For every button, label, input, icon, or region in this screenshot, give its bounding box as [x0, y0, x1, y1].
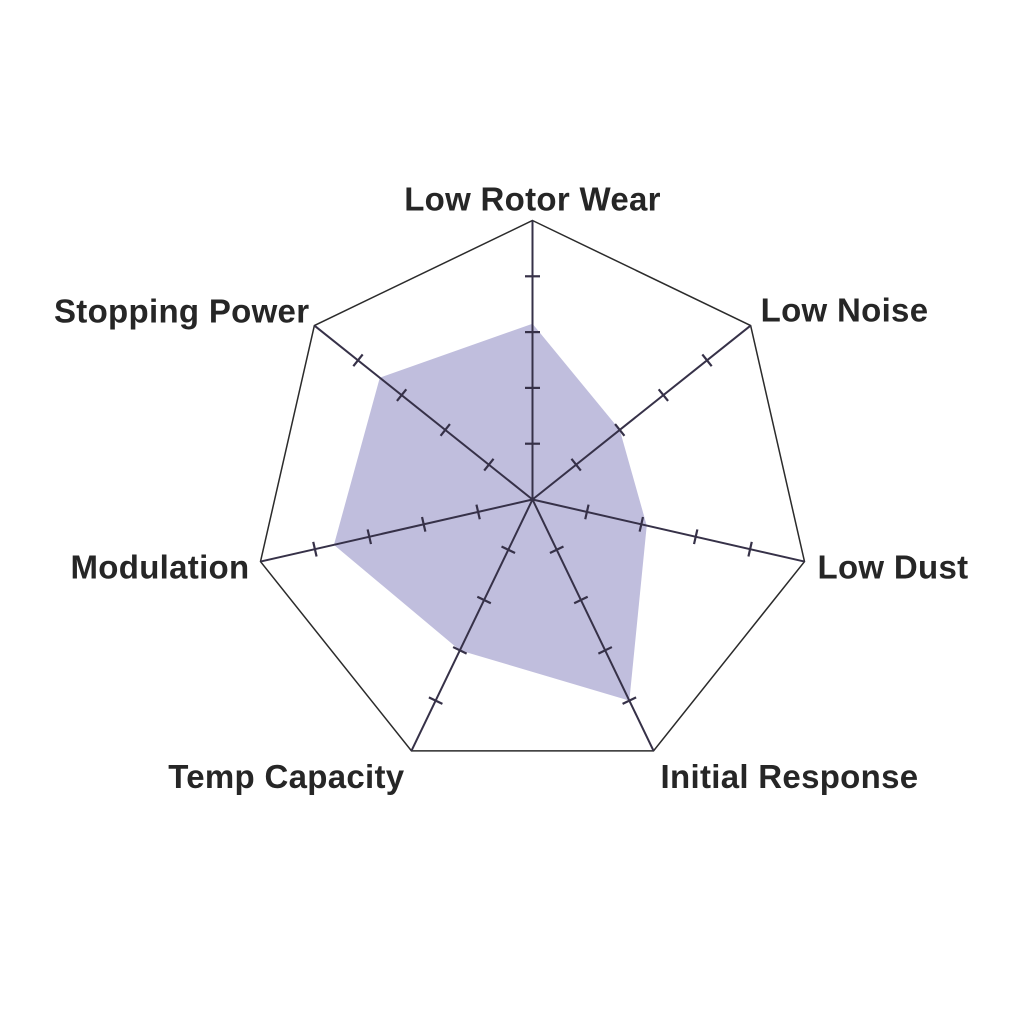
axis-label-stopping-power: Stopping Power	[54, 293, 309, 330]
radar-tick-modulation-1	[475, 504, 481, 520]
radar-spoke-low-dust	[532, 498, 805, 563]
radar-tick-stopping-power-1	[483, 458, 495, 472]
radar-tick-temp-capacity-3	[452, 646, 468, 655]
axis-label-low-rotor-wear: Low Rotor Wear	[404, 181, 661, 218]
radar-tick-modulation-4	[312, 541, 318, 557]
radar-spoke-low-noise	[531, 324, 752, 501]
radar-tick-temp-capacity-1	[501, 545, 516, 555]
axis-label-temp-capacity: Temp Capacity	[168, 758, 405, 795]
radar-spoke-modulation	[260, 498, 533, 563]
radar-spoke-stopping-power	[313, 324, 534, 501]
radar-tick-stopping-power-4	[352, 353, 364, 367]
radar-tick-temp-capacity-2	[476, 595, 492, 605]
axis-label-low-dust: Low Dust	[818, 549, 969, 586]
radar-tick-modulation-3	[366, 529, 373, 545]
radar-tick-modulation-2	[420, 516, 427, 532]
radar-tick-low-dust-3	[692, 529, 699, 545]
radar-tick-low-noise-4	[701, 353, 713, 367]
radar-tick-low-noise-2	[614, 423, 626, 437]
axis-label-initial-response: Initial Response	[661, 758, 919, 795]
radar-outline	[259, 219, 806, 752]
radar-tick-low-dust-1	[584, 504, 590, 520]
radar-tick-low-noise-3	[657, 388, 669, 402]
radar-tick-initial-response-3	[597, 646, 613, 655]
axis-label-low-noise: Low Noise	[761, 292, 929, 329]
radar-tick-temp-capacity-4	[428, 696, 443, 705]
radar-tick-initial-response-1	[549, 545, 564, 555]
radar-tick-low-noise-1	[570, 458, 582, 472]
radar-tick-initial-response-4	[622, 696, 637, 705]
radar-tick-stopping-power-2	[439, 423, 451, 437]
radar-spoke-temp-capacity	[410, 499, 534, 752]
radar-tick-initial-response-2	[573, 595, 589, 605]
radar-data-fill	[333, 323, 647, 701]
radar-tick-stopping-power-3	[396, 388, 408, 402]
axis-label-modulation: Modulation	[71, 549, 250, 586]
radar-tick-low-dust-4	[747, 541, 753, 557]
radar-spoke-initial-response	[531, 499, 655, 752]
radar-tick-low-dust-2	[638, 516, 645, 532]
